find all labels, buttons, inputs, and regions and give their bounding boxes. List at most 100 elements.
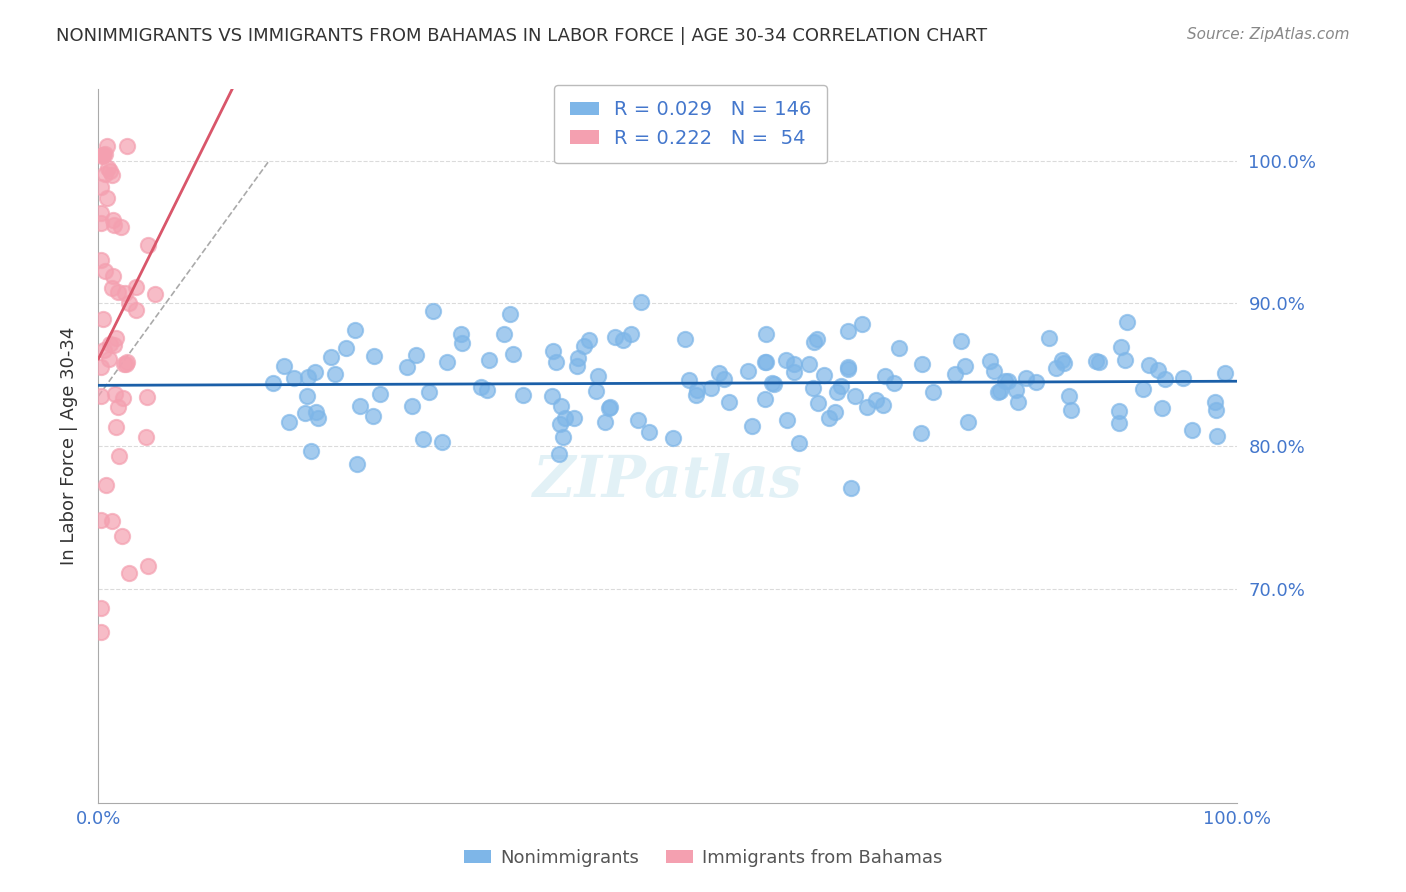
Point	[807, 395, 830, 409]
Point	[1205, 402, 1227, 417]
Point	[98, 336, 121, 351]
Point	[953, 359, 976, 373]
Point	[921, 385, 943, 400]
Point	[125, 302, 148, 317]
Point	[90, 149, 112, 163]
Point	[90, 624, 112, 639]
Point	[839, 481, 862, 495]
Point	[540, 389, 562, 403]
Point	[111, 529, 134, 543]
Point	[755, 355, 778, 369]
Point	[1007, 395, 1029, 409]
Point	[294, 406, 316, 420]
Point	[349, 399, 371, 413]
Point	[875, 369, 897, 384]
Point	[678, 373, 700, 387]
Point	[979, 353, 1001, 368]
Point	[283, 371, 305, 385]
Point	[949, 334, 972, 349]
Point	[105, 331, 128, 345]
Point	[346, 457, 368, 471]
Point	[741, 418, 763, 433]
Point	[1015, 371, 1038, 385]
Point	[585, 384, 607, 398]
Point	[107, 449, 129, 463]
Point	[567, 359, 589, 374]
Point	[117, 139, 139, 153]
Point	[103, 268, 125, 283]
Point	[1181, 423, 1204, 437]
Point	[551, 430, 574, 444]
Point	[638, 425, 661, 440]
Point	[94, 264, 117, 278]
Point	[1150, 401, 1173, 415]
Point	[422, 304, 444, 318]
Point	[686, 383, 709, 397]
Point	[598, 401, 620, 416]
Point	[1084, 353, 1107, 368]
Point	[578, 333, 600, 347]
Point	[603, 330, 626, 344]
Point	[136, 558, 159, 573]
Point	[478, 352, 501, 367]
Point	[512, 388, 534, 402]
Point	[803, 335, 825, 350]
Point	[450, 335, 472, 350]
Point	[718, 395, 741, 409]
Point	[1205, 429, 1227, 443]
Point	[775, 353, 797, 368]
Point	[299, 444, 322, 458]
Point	[911, 357, 934, 371]
Point	[685, 387, 707, 401]
Point	[574, 339, 596, 353]
Point	[673, 332, 696, 346]
Point	[107, 285, 129, 300]
Point	[103, 218, 125, 232]
Point	[700, 381, 723, 395]
Point	[405, 348, 427, 362]
Point	[96, 191, 118, 205]
Point	[825, 384, 848, 399]
Point	[872, 398, 894, 412]
Point	[499, 307, 522, 321]
Point	[304, 365, 326, 379]
Point	[262, 376, 284, 391]
Point	[956, 415, 979, 429]
Point	[90, 513, 112, 527]
Point	[1132, 382, 1154, 396]
Point	[90, 206, 112, 220]
Point	[1087, 354, 1109, 368]
Point	[273, 359, 295, 373]
Point	[96, 478, 118, 492]
Point	[361, 409, 384, 423]
Point	[90, 216, 112, 230]
Point	[887, 341, 910, 355]
Point	[713, 372, 735, 386]
Point	[662, 431, 685, 445]
Point	[1154, 372, 1177, 386]
Point	[776, 413, 799, 427]
Point	[470, 379, 492, 393]
Legend: Nonimmigrants, Immigrants from Bahamas: Nonimmigrants, Immigrants from Bahamas	[457, 842, 949, 874]
Point	[945, 368, 967, 382]
Point	[368, 386, 391, 401]
Point	[93, 343, 115, 358]
Point	[837, 362, 859, 376]
Point	[997, 374, 1019, 388]
Point	[90, 389, 112, 403]
Point	[450, 326, 472, 341]
Point	[1057, 389, 1080, 403]
Point	[90, 180, 112, 194]
Point	[136, 238, 159, 252]
Point	[475, 383, 498, 397]
Point	[502, 347, 524, 361]
Point	[395, 359, 418, 374]
Point	[412, 432, 434, 446]
Point	[117, 566, 139, 580]
Legend: R = 0.029   N = 146, R = 0.222   N =  54: R = 0.029 N = 146, R = 0.222 N = 54	[554, 85, 827, 163]
Text: NONIMMIGRANTS VS IMMIGRANTS FROM BAHAMAS IN LABOR FORCE | AGE 30-34 CORRELATION : NONIMMIGRANTS VS IMMIGRANTS FROM BAHAMAS…	[56, 27, 987, 45]
Point	[562, 411, 585, 425]
Point	[586, 369, 609, 384]
Point	[93, 167, 115, 181]
Point	[90, 359, 112, 374]
